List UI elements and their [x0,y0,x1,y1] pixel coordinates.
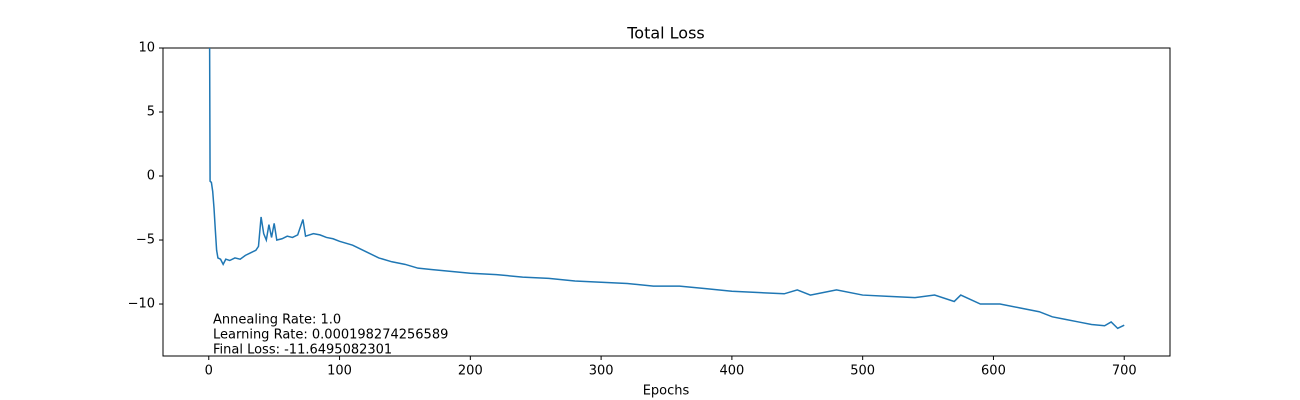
x-tick-label: 200 [458,364,483,379]
x-tick-label: 500 [850,364,875,379]
x-axis-label: Epochs [643,384,690,399]
x-tick-label: 400 [719,364,744,379]
loss-line [208,48,1125,330]
x-tick-label: 600 [981,364,1006,379]
y-tick-label: −10 [128,297,155,312]
plot-frame [162,47,1171,357]
chart-title: Total Loss [626,24,705,43]
x-tick-label: 300 [589,364,614,379]
y-tick-label: 10 [138,41,155,56]
x-tick-label: 100 [327,364,352,379]
x-tick-label: 0 [205,364,213,379]
y-tick-label: −5 [136,233,155,248]
annotation: Annealing Rate: 1.0 [213,313,341,328]
annotation: Learning Rate: 0.000198274256589 [213,328,448,343]
y-tick-label: 5 [147,105,155,120]
y-tick-label: 0 [147,169,155,184]
annotation: Final Loss: -11.6495082301 [213,343,392,358]
x-tick-label: 700 [1112,364,1137,379]
